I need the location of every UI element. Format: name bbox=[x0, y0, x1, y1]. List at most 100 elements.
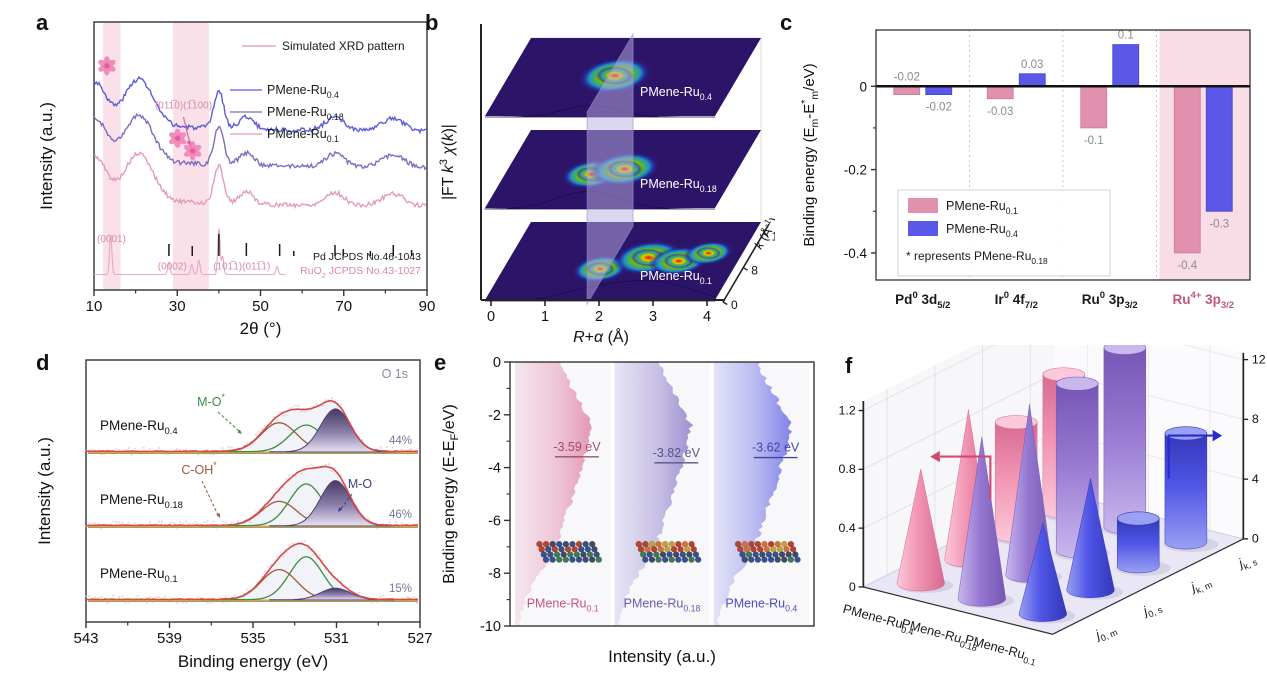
exafs-surfaces: PMene-Ru0.4 PMene-Ru0.18 PMene-Ru0.1 0 1 2 3 4 R… bbox=[438, 24, 775, 346]
surface-label: PMene-Ru0.1 bbox=[640, 269, 712, 286]
activity-3d-chart: 00.40.81.204812PMene-Ru0.4PMene-Ru0.18PM… bbox=[839, 345, 1266, 668]
dos-profile bbox=[614, 362, 694, 626]
depth-label: j0, m bbox=[1091, 620, 1119, 645]
panel-f: f 0 0.4 0.8 1.2 0 4 8 12 PMene-Ru0.4 PMene-Ru0.18… bbox=[833, 345, 1267, 677]
category-label: Ir0 4f7/2 bbox=[995, 290, 1038, 311]
annotation-mo-star: M-O* bbox=[197, 392, 225, 409]
panel-label-e: e bbox=[434, 350, 447, 375]
panel-label-f: f bbox=[845, 353, 853, 378]
x-tick-label: 30 bbox=[169, 298, 186, 315]
xps-o1s-chart: PMene-Ru0.4 44% PMene-Ru0.18 46% PMene-Ru0.1… bbox=[35, 359, 433, 671]
envelope bbox=[85, 465, 418, 527]
bar bbox=[925, 85, 953, 95]
bar-value-label: 0.03 bbox=[1021, 59, 1043, 71]
spectrum-label: PMene-Ru0.1 bbox=[100, 566, 178, 585]
panel-label-b: b bbox=[425, 10, 439, 35]
bar bbox=[893, 85, 921, 95]
band-label: PMene-Ru0.4 bbox=[725, 597, 797, 614]
exafs-surface-chart: PMene-Ru0.4 PMene-Ru0.18 PMene-Ru0.1 0 1 2 3 4 R… bbox=[438, 24, 775, 346]
xrd-plot: (0001) (0002) (101̅1)(011̅1) (011̅0)(1̅100)… bbox=[37, 21, 435, 338]
y-tick-label: -6 bbox=[488, 513, 501, 529]
legend-note: * represents PMene-Ru0.18 bbox=[906, 249, 1048, 266]
right-axis-arrow bbox=[1167, 434, 1213, 479]
category-label: Ru0 3p3/2 bbox=[1082, 290, 1138, 311]
x-tick-label: 1 bbox=[541, 309, 549, 325]
x-tick-label: 2 bbox=[595, 309, 603, 325]
legend-label: PMene-Ru0.1 bbox=[946, 199, 1018, 216]
depth-label: jk, s bbox=[1234, 550, 1259, 574]
legend-entry: PMene-Ru0.18 bbox=[267, 105, 344, 122]
k-tick-label: 0 bbox=[731, 298, 738, 312]
left-axis-arrow bbox=[939, 455, 992, 500]
xps-plot: PMene-Ru0.4 44% PMene-Ru0.18 46% PMene-Ru0.1… bbox=[35, 359, 433, 671]
surface-label: PMene-Ru0.4 bbox=[640, 85, 712, 102]
bar3d-scene: 00.40.81.204812PMene-Ru0.4PMene-Ru0.18PM… bbox=[839, 345, 1266, 668]
percentage-label: 44% bbox=[389, 435, 412, 447]
category-label: Pd0 3d5/2 bbox=[895, 290, 950, 311]
annotation-coh-star: C-OH* bbox=[181, 460, 217, 477]
bar bbox=[1080, 85, 1108, 129]
xrd-curve bbox=[93, 112, 427, 171]
panel-b: b PMene-Ru0.4 PMene-Ru0.18 PMene-Ru0.1 0 1 2 3… bbox=[425, 8, 775, 353]
depth-label: jk, m bbox=[1187, 572, 1214, 597]
x-axis-label: Binding energy (eV) bbox=[178, 652, 328, 671]
binding-energy-bar-chart: -0.02 -0.02 Pd0 3d5/2 -0.03 0.03 Ir0 4f7/2 -0.… bbox=[799, 29, 1251, 311]
left-tick-label: 1.2 bbox=[839, 403, 856, 417]
bar-value-label: -0.4 bbox=[1177, 260, 1197, 272]
bar-value-label: -0.02 bbox=[894, 71, 920, 83]
bar-value-label: -0.02 bbox=[926, 102, 952, 114]
valence-band-chart: -3.59 eV PMene-Ru0.1 -3.82 eV PMene-Ru0.18 -… bbox=[441, 355, 815, 666]
hkl-label: (0002) bbox=[158, 262, 187, 273]
cylinder-bar bbox=[1117, 518, 1160, 574]
x-tick-label: 50 bbox=[252, 298, 269, 315]
y-axis-label: Intensity (a.u.) bbox=[35, 437, 54, 545]
slice-plane bbox=[586, 32, 634, 306]
dos-profile bbox=[515, 362, 592, 626]
hkl-label: (0001) bbox=[97, 234, 126, 245]
cone-bar bbox=[1066, 478, 1115, 598]
x-tick-label: 539 bbox=[157, 630, 182, 647]
k-tick-label: 8 bbox=[751, 264, 758, 278]
left-tick-label: 0.8 bbox=[839, 462, 856, 476]
cone-bar bbox=[1018, 521, 1067, 622]
flower-marker bbox=[184, 141, 202, 161]
bar bbox=[1205, 85, 1233, 212]
panel-e: e -3.59 eV PMene-Ru0.1 -3.82 eV PMene-Ru0.1… bbox=[432, 348, 832, 680]
left-tick-label: 0.4 bbox=[839, 521, 856, 535]
legend-label: PMene-Ru0.4 bbox=[946, 222, 1018, 239]
x-tick-label: 3 bbox=[649, 309, 657, 325]
panel-a: a (0001) (0002) (101̅1)(011̅1) (011̅0)(1̅10… bbox=[30, 8, 435, 348]
y-tick-label: 0 bbox=[493, 355, 501, 371]
category-label: Ru4+ 3p3/2 bbox=[1173, 290, 1234, 311]
spectrum-label: PMene-Ru0.18 bbox=[100, 492, 183, 511]
vband-plot: -3.59 eV PMene-Ru0.1 -3.82 eV PMene-Ru0.18 -… bbox=[441, 355, 815, 666]
bar bbox=[986, 85, 1014, 100]
highlight-band bbox=[1159, 30, 1250, 280]
x-tick-label: 543 bbox=[73, 630, 98, 647]
x-tick-label: 535 bbox=[240, 630, 265, 647]
y-axis-label: Binding energy (Em-E*m/eV) bbox=[799, 63, 821, 246]
panel-label-d: d bbox=[36, 350, 50, 375]
y-tick-label: -0.2 bbox=[844, 163, 867, 178]
legend-entry: PMene-Ru0.4 bbox=[267, 83, 339, 100]
bar bbox=[1112, 44, 1140, 87]
x-tick-label: 70 bbox=[335, 298, 352, 315]
depth-label: j0, s bbox=[1139, 597, 1164, 621]
y-tick-label: -0.4 bbox=[844, 246, 868, 261]
x-tick-label: 4 bbox=[703, 309, 711, 325]
panel-c: c -0.02 -0.02 Pd0 3d5/2 -0.03 0.03 Ir0 4f7/2-… bbox=[780, 8, 1263, 348]
bar bbox=[1018, 73, 1046, 87]
y-tick-label: -2 bbox=[488, 408, 501, 424]
x-tick-label: 10 bbox=[86, 298, 103, 315]
bar bbox=[1173, 85, 1201, 254]
x-tick-label: 90 bbox=[419, 298, 435, 315]
percentage-label: 46% bbox=[389, 509, 412, 521]
band-label: PMene-Ru0.1 bbox=[527, 597, 599, 614]
xrd-curve bbox=[93, 151, 427, 210]
x-tick-label: 531 bbox=[324, 630, 349, 647]
cone-bar bbox=[957, 436, 1006, 607]
x-axis-label: 2θ (°) bbox=[240, 319, 282, 338]
dos-profile bbox=[713, 362, 793, 626]
dband-center-value: -3.82 eV bbox=[653, 446, 701, 460]
cylinder-bar bbox=[1103, 347, 1147, 535]
